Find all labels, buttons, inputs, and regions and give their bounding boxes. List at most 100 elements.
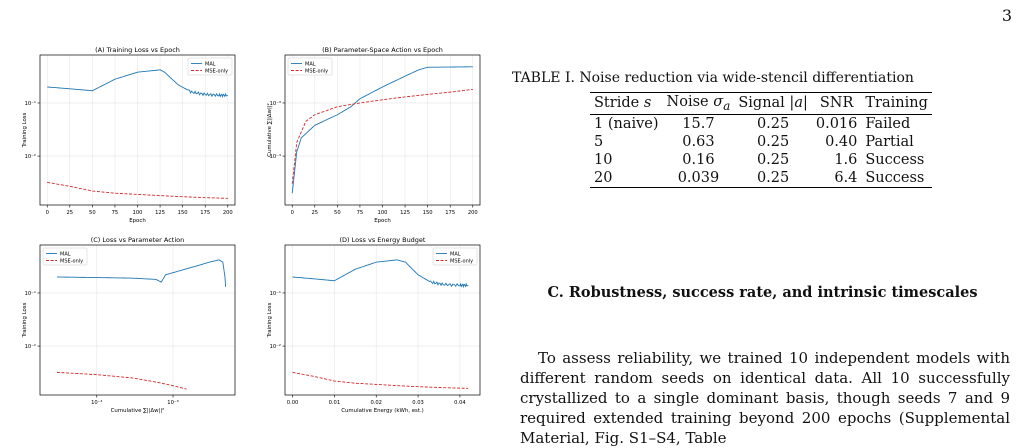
series-line-mse-only	[291, 88, 473, 184]
x-tick-label: 0.02	[370, 400, 382, 406]
cell-snr: 0.016	[815, 115, 858, 132]
x-tick-label: 100	[378, 210, 388, 216]
x-tick-label: 125	[155, 210, 165, 216]
x-tick-label: 0.00	[287, 400, 299, 406]
cell-training: Failed	[865, 115, 911, 132]
legend-label: MAL	[305, 61, 316, 67]
cell-stride: 20	[594, 169, 613, 186]
cell-snr: 0.40	[825, 133, 858, 150]
legend-label: MSE-only	[305, 68, 328, 74]
x-tick-label: 0	[291, 210, 294, 216]
cell-training: Partial	[865, 133, 914, 150]
cell-snr: 6.4	[834, 169, 858, 186]
legend-box	[432, 247, 478, 266]
plot-frame	[39, 244, 236, 396]
cell-signal: 0.25	[756, 115, 790, 132]
legend-box	[187, 57, 233, 76]
body-paragraph-text: To assess reliability, we trained 10 ind…	[520, 349, 1010, 447]
chart-panel-b: (B) Parameter-Space Action vs Epoch 0 25 50…	[266, 46, 481, 224]
x-axis-label: Cumulative ∑||Δw||²	[111, 407, 165, 414]
chart-panel-c: (C) Loss vs Parameter Action 10⁻⁴ 10⁻³ 10⁻¹…	[22, 236, 236, 414]
x-tick-label: 0.03	[412, 400, 424, 406]
y-tick-label: 10⁻⁴	[270, 154, 281, 160]
plot-frame	[284, 244, 481, 396]
table-row: 5 0.63 0.25 0.40 Partial	[590, 133, 932, 151]
x-tick-label: 0	[46, 210, 49, 216]
body-paragraph: To assess reliability, we trained 10 ind…	[520, 348, 1010, 448]
noise-reduction-table: Stride s Noise σa Signal |a| SNR Trainin…	[590, 92, 932, 188]
x-tick-label: 175	[200, 210, 210, 216]
chart-panel-a: (A) Training Loss vs Epoch 0 25 50 75 100 125 1…	[22, 46, 236, 224]
legend-label: MAL	[205, 61, 216, 67]
cell-training: Success	[865, 151, 925, 168]
cell-stride: 5	[594, 133, 604, 150]
x-tick-label: 10⁻³	[167, 400, 178, 406]
y-tick-label: 10⁻²	[25, 154, 36, 160]
header-noise: Noise σa	[666, 94, 731, 113]
cell-snr: 1.6	[834, 151, 858, 168]
cell-noise: 15.7	[682, 115, 715, 132]
x-axis-label: Epoch	[129, 218, 146, 224]
x-tick-label: 0.04	[454, 400, 466, 406]
y-axis-label: Training Loss	[22, 112, 28, 148]
x-tick-label: 75	[112, 210, 119, 216]
legend-label: MAL	[60, 251, 71, 257]
legend-label: MSE-only	[450, 258, 473, 264]
y-tick-label: 10⁻³	[270, 101, 281, 107]
table-row: 1 (naive) 15.7 0.25 0.016 Failed	[590, 114, 932, 133]
cell-stride: 10	[594, 151, 613, 168]
chart-title: (D) Loss vs Energy Budget	[340, 236, 426, 244]
x-tick-label: 50	[334, 210, 341, 216]
x-axis-label: Cumulative Energy (kWh, est.)	[341, 408, 424, 414]
cell-signal: 0.25	[756, 169, 790, 186]
cell-stride: 1 (naive)	[594, 115, 659, 132]
chart-panel-d: (D) Loss vs Energy Budget 0.00 0.01 0.02 0.0…	[267, 236, 481, 414]
y-tick-label: 10⁻²	[270, 344, 281, 350]
legend-label: MSE-only	[205, 68, 228, 74]
x-tick-label: 25	[66, 210, 73, 216]
page-number: 3	[1001, 6, 1012, 25]
header-training: Training	[865, 95, 928, 112]
y-tick-label: 10⁻¹	[25, 291, 36, 297]
cell-signal: 0.25	[756, 151, 790, 168]
series-line-mse-only	[47, 181, 228, 199]
chart-title: (A) Training Loss vs Epoch	[95, 46, 180, 54]
x-tick-label: 0.01	[329, 400, 341, 406]
y-axis-label: Training Loss	[22, 302, 28, 338]
legend-label: MSE-only	[60, 258, 83, 264]
figure-svg: (A) Training Loss vs Epoch 0 25 50 75 100 125 1…	[22, 46, 481, 414]
series-line-mse-only	[56, 371, 187, 390]
header-stride: Stride s	[594, 95, 652, 112]
chart-title: (B) Parameter-Space Action vs Epoch	[322, 46, 443, 54]
figure-panel-grid: (A) Training Loss vs Epoch 0 25 50 75 100 125 1…	[20, 45, 500, 435]
header-snr: SNR	[819, 95, 854, 112]
cell-noise: 0.16	[682, 151, 715, 168]
section-heading: C. Robustness, success rate, and intrins…	[547, 284, 978, 301]
y-tick-label: 10⁻²	[25, 344, 36, 350]
table-header-row: Stride s Noise σa Signal |a| SNR Trainin…	[590, 92, 932, 115]
series-line-mal	[56, 259, 227, 287]
x-tick-label: 100	[133, 210, 143, 216]
x-tick-label: 200	[223, 210, 233, 216]
x-tick-label: 50	[89, 210, 96, 216]
y-tick-label: 10⁻¹	[270, 291, 281, 297]
x-tick-label: 200	[468, 210, 478, 216]
legend-box	[42, 247, 88, 266]
table-row: 10 0.16 0.25 1.6 Success	[590, 151, 932, 169]
y-tick-label: 10⁻¹	[25, 101, 36, 107]
series-line-mal	[292, 259, 469, 289]
cell-noise: 0.63	[682, 133, 715, 150]
header-signal: Signal |a|	[738, 95, 808, 112]
y-axis-label: Training Loss	[267, 302, 273, 338]
x-tick-label: 150	[178, 210, 188, 216]
x-tick-label: 175	[445, 210, 455, 216]
legend-box	[287, 57, 333, 76]
series-line-mal	[291, 66, 473, 194]
table-caption: TABLE I. Noise reduction via wide-stenci…	[512, 70, 914, 86]
cell-training: Success	[865, 169, 925, 186]
series-line-mal	[47, 69, 228, 99]
